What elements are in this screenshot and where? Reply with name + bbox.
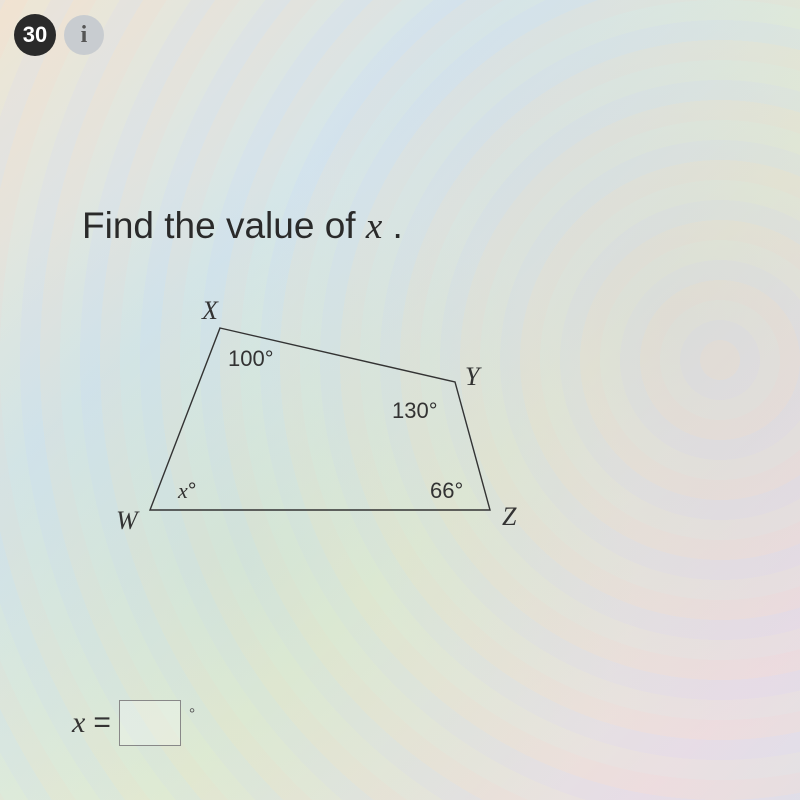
answer-input[interactable] (119, 700, 181, 746)
angle-label-w: x° (178, 478, 197, 504)
answer-variable: x (72, 706, 85, 740)
vertex-label-z: Z (502, 502, 516, 532)
equals-sign: = (93, 706, 111, 740)
quadrilateral-diagram: X Y Z W 100° 130° 66° x° (120, 310, 550, 580)
angle-w-var: x (178, 478, 188, 503)
angle-w-deg: ° (188, 478, 197, 503)
angle-label-y: 130° (392, 398, 438, 424)
angle-label-z: 66° (430, 478, 463, 504)
vertex-label-y: Y (465, 362, 479, 392)
vertex-label-x: X (202, 296, 218, 326)
question-number-badge: 30 (14, 14, 56, 56)
prompt-variable: x (366, 206, 382, 247)
vertex-label-w: W (116, 506, 138, 536)
answer-row: x = ° (72, 700, 195, 746)
degree-unit: ° (189, 706, 195, 724)
angle-label-x: 100° (228, 346, 274, 372)
prompt-prefix: Find the value of (82, 205, 366, 246)
info-icon[interactable]: i (64, 15, 104, 55)
prompt-suffix: . (382, 205, 403, 246)
quadrilateral-svg (120, 310, 550, 580)
question-prompt: Find the value of x . (82, 205, 403, 248)
